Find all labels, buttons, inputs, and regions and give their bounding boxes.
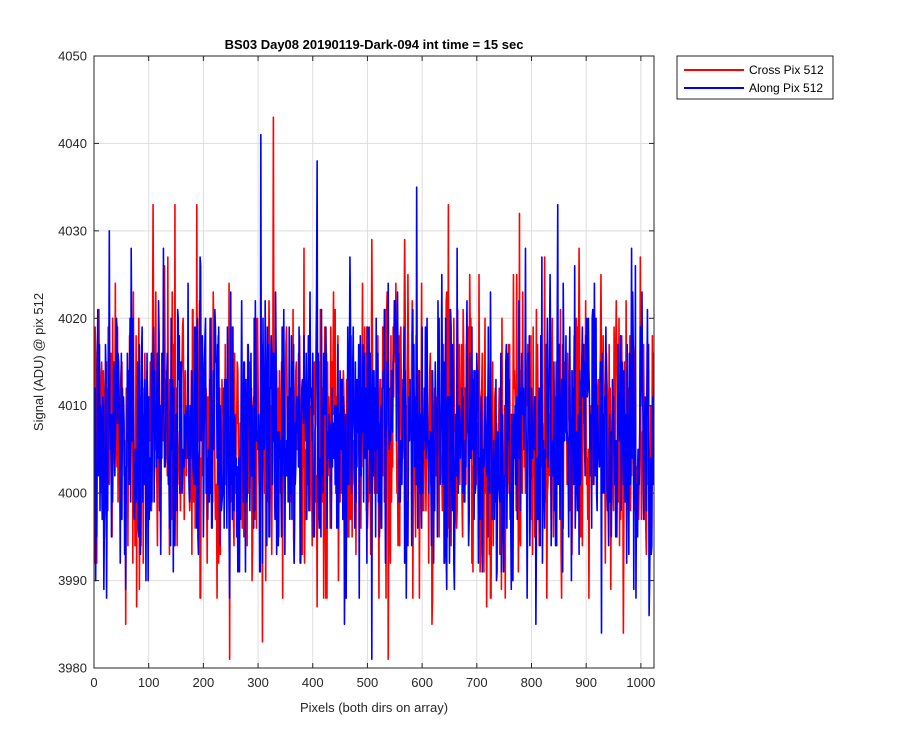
plot-frame — [93, 55, 655, 669]
y-tick-label: 3990 — [58, 573, 87, 588]
legend: Cross Pix 512 Along Pix 512 — [676, 55, 834, 100]
y-tick-label: 4040 — [58, 136, 87, 151]
x-tick-label: 600 — [411, 675, 433, 690]
x-tick-label: 100 — [138, 675, 160, 690]
y-tick-label: 4000 — [58, 486, 87, 501]
x-tick-label: 400 — [302, 675, 324, 690]
x-tick-label: 500 — [357, 675, 379, 690]
series-group — [94, 116, 654, 661]
y-tick-label: 4050 — [58, 49, 87, 64]
x-tick-label: 200 — [193, 675, 215, 690]
x-tick-label: 800 — [521, 675, 543, 690]
y-tick-label: 4030 — [58, 223, 87, 238]
x-tick-label: 900 — [575, 675, 597, 690]
legend-label-cross: Cross Pix 512 — [749, 63, 824, 77]
y-axis-label: Signal (ADU) @ pix 512 — [31, 293, 46, 431]
x-axis-label: Pixels (both dirs on array) — [300, 700, 448, 715]
x-tick-label: 300 — [247, 675, 269, 690]
x-tick-label: 0 — [90, 675, 97, 690]
chart-title: BS03 Day08 20190119-Dark-094 int time = … — [225, 37, 524, 52]
y-tick-label: 4010 — [58, 398, 87, 413]
y-tick-label: 4020 — [58, 311, 87, 326]
y-tick-label: 3980 — [58, 661, 87, 676]
ticks: 0 100 200 300 400 500 600 700 800 900 1000 3980 3990… — [58, 49, 655, 691]
legend-box — [676, 55, 834, 100]
x-tick-label: 700 — [466, 675, 488, 690]
legend-label-along: Along Pix 512 — [749, 81, 823, 95]
series-line-along — [94, 133, 654, 661]
x-tick-label: 1000 — [626, 675, 655, 690]
